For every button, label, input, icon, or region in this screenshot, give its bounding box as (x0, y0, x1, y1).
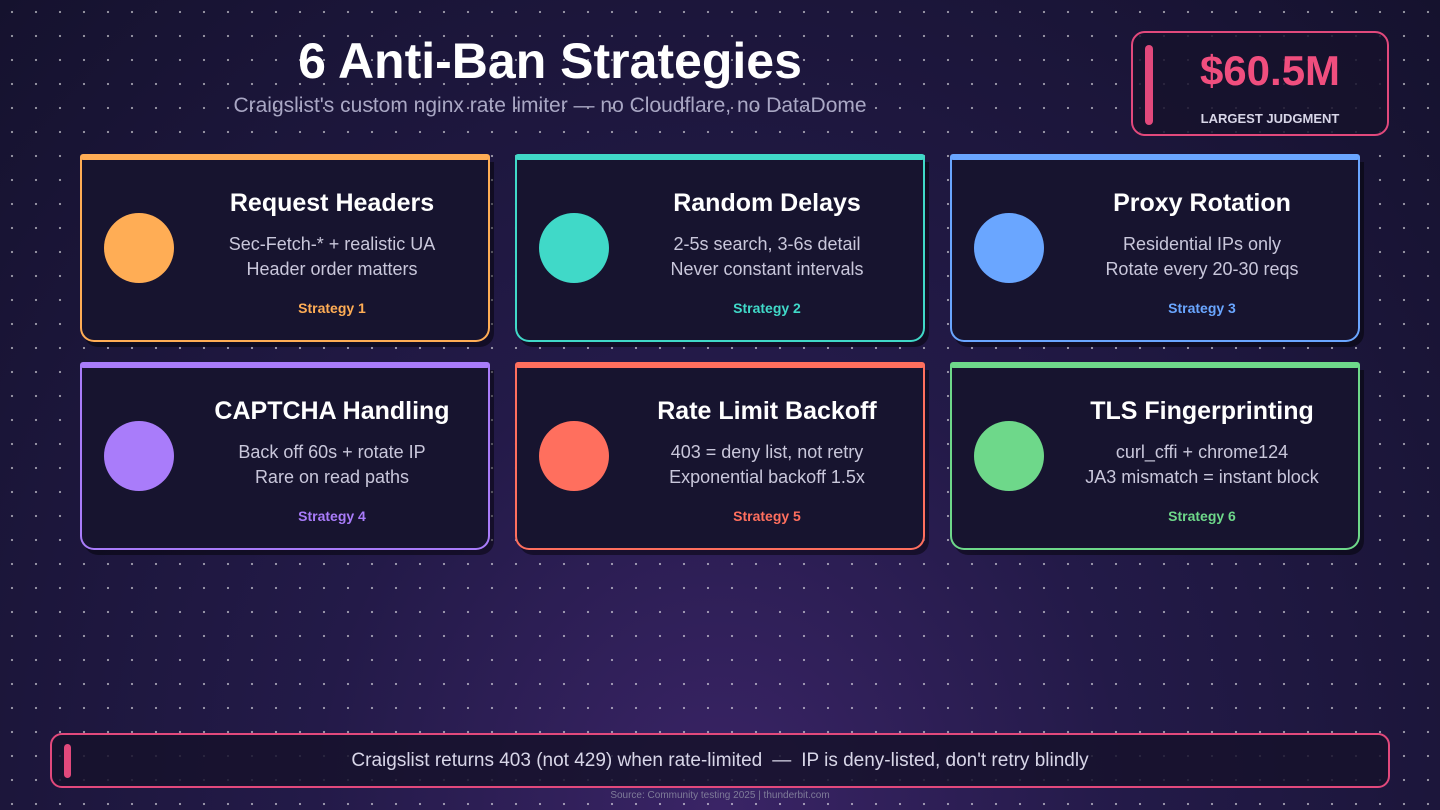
subtitle: Craigslist's custom nginx rate limiter —… (233, 94, 867, 117)
card-line: Sec-Fetch-* + realistic UA (228, 234, 436, 254)
card-tag: Strategy 1 (298, 300, 366, 316)
card-tag: Strategy 3 (1168, 300, 1236, 316)
card-line: Exponential backoff 1.5x (669, 467, 865, 487)
strategy-card: Random Delays 2-5s search, 3-6s detail Nev… (515, 154, 925, 342)
stat-box: $60.5M LARGEST JUDGMENT (1131, 31, 1389, 136)
callout-text: IP is deny-listed, don't retry blindly (801, 750, 1089, 771)
card-title: CAPTCHA Handling (214, 397, 450, 425)
card-top-bar (80, 362, 490, 368)
card-line: Back off 60s + rotate IP (238, 442, 426, 462)
card-icon (104, 213, 174, 283)
card-line: Header order matters (246, 259, 418, 279)
stat-value: $60.5M (1199, 47, 1341, 94)
card-tag: Strategy 6 (1168, 508, 1236, 524)
card-top-bar (950, 154, 1360, 160)
card-tag: Strategy 2 (733, 300, 801, 316)
card-icon (974, 421, 1044, 491)
strategy-card: TLS Fingerprinting curl_cffi + chrome124 J… (950, 362, 1360, 550)
card-title: Rate Limit Backoff (657, 397, 877, 425)
source: Source: Community testing 2025 | thunder… (610, 790, 830, 801)
card-icon (539, 421, 609, 491)
stat-label: LARGEST JUDGMENT (1200, 111, 1340, 126)
card-line: Residential IPs only (1122, 234, 1282, 254)
card-icon (974, 213, 1044, 283)
card-line: 2-5s search, 3-6s detail (673, 234, 861, 254)
strategy-card: CAPTCHA Handling Back off 60s + rotate IP… (80, 362, 490, 550)
card-title: TLS Fingerprinting (1090, 397, 1314, 425)
card-line: JA3 mismatch = instant block (1085, 467, 1319, 487)
callout-separator: — (772, 750, 792, 771)
card-top-bar (515, 154, 925, 160)
card-top-bar (80, 154, 490, 160)
card-title: Request Headers (229, 189, 435, 217)
card-top-bar (950, 362, 1360, 368)
card-icon (539, 213, 609, 283)
card-line: Rare on read paths (254, 467, 410, 487)
card-title: Random Delays (673, 189, 861, 217)
callout: Craigslist returns 403 (not 429) when ra… (50, 733, 1390, 788)
accent-bar (1145, 45, 1153, 125)
card-line: curl_cffi + chrome124 (1115, 442, 1289, 462)
strategy-card: Rate Limit Backoff 403 = deny list, not r… (515, 362, 925, 550)
card-title: Proxy Rotation (1113, 189, 1291, 217)
callout-text: Craigslist returns 403 (not 429) when ra… (351, 750, 763, 771)
title: 6 Anti-Ban Strategies (298, 33, 802, 89)
card-line: Never constant intervals (670, 259, 864, 279)
accent-bar (64, 744, 71, 778)
card-icon (104, 421, 174, 491)
strategy-card: Proxy Rotation Residential IPs only Rotate… (950, 154, 1360, 342)
card-line: 403 = deny list, not retry (670, 442, 864, 462)
card-tag: Strategy 4 (298, 508, 366, 524)
strategy-card: Request Headers Sec-Fetch-* + realistic U… (80, 154, 490, 342)
card-top-bar (515, 362, 925, 368)
card-tag: Strategy 5 (733, 508, 801, 524)
card-line: Rotate every 20-30 reqs (1105, 259, 1299, 279)
